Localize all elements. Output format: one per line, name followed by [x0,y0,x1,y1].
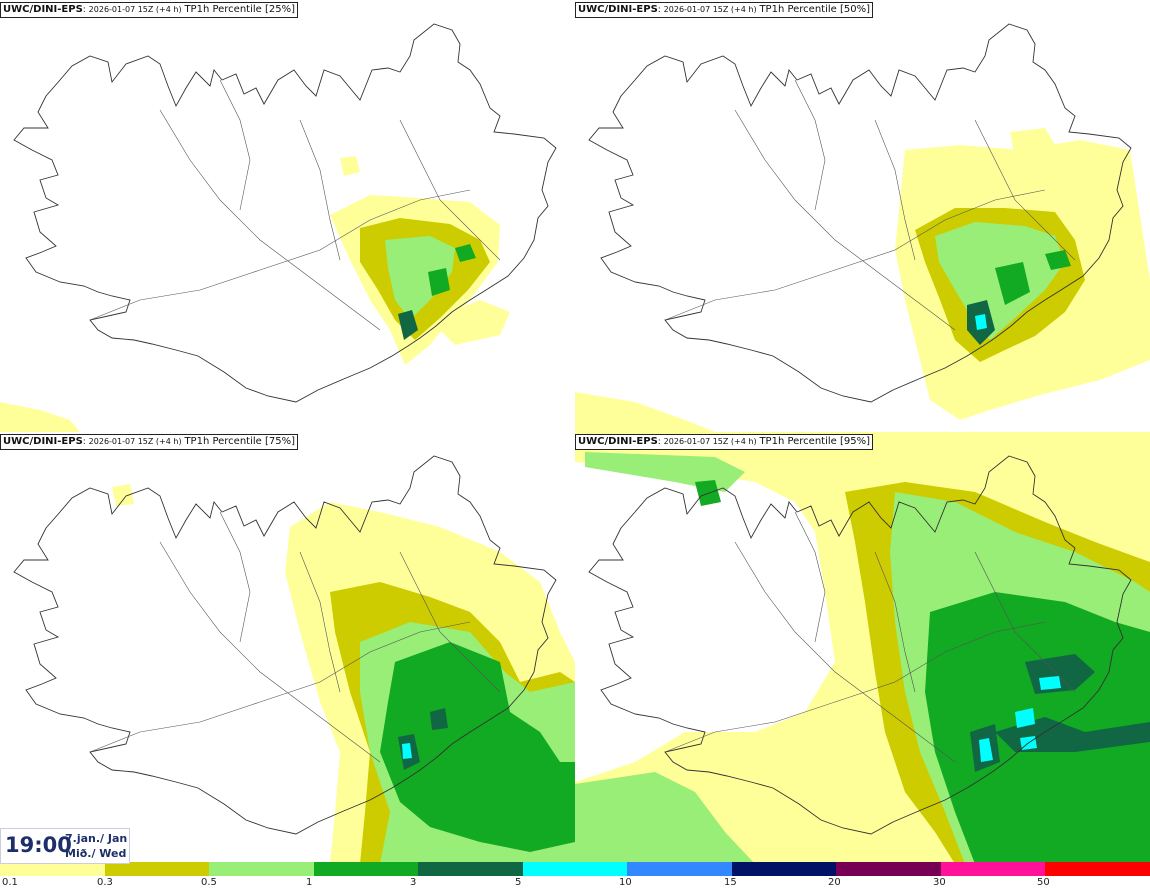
river [874,551,916,693]
river [399,551,501,693]
colorbar-label: 3 [410,877,417,888]
river [974,551,1076,693]
valid-time-box: 19:00 7.jan./ Jan Mið./ Wed [0,828,130,864]
precip-area [1039,676,1061,690]
road [734,541,956,763]
road [219,79,251,211]
colorbar-label: 0.3 [97,877,113,888]
colorbar-segment [418,862,523,876]
river [299,119,341,261]
coastline [13,455,557,835]
river [874,119,916,261]
coastline [588,23,1132,403]
precip-area [380,642,575,852]
road [89,189,471,321]
precip-area [975,314,987,330]
precip-area [0,402,80,432]
precip-area [430,708,448,730]
colorbar-segment [313,862,419,876]
colorbar-segment [940,862,1046,876]
panel-title: UWC/DINI-EPS: 2026-01-07 15Z (+4 h) TP1h… [0,434,298,450]
precip-area [1045,250,1071,270]
colorbar-segment [627,862,732,876]
precip-area [995,262,1030,305]
precip-area [1015,708,1035,728]
precip-area [1010,128,1059,166]
road [664,189,1046,321]
colorbar-labels: 0.1 0.3 0.5 1 3 5 10 15 20 30 50 [0,876,1150,891]
precip-area [112,484,134,506]
colorbar-segment [836,862,941,876]
road [734,109,956,331]
colorbar-segment [522,862,628,876]
precipitation-map [13,455,575,864]
colorbar-label: 10 [619,877,632,888]
precipitation-colorbar [0,862,1150,876]
river [974,119,1076,261]
colorbar-label: 20 [828,877,841,888]
panel-title: UWC/DINI-EPS: 2026-01-07 15Z (+4 h) TP1h… [575,434,873,450]
map-panel-p25: UWC/DINI-EPS: 2026-01-07 15Z (+4 h) TP1h… [0,0,575,432]
colorbar-segment [0,862,105,876]
colorbar-label: 5 [515,877,522,888]
coastline [13,23,557,403]
river [399,119,501,261]
road [794,79,826,211]
precipitation-map [575,23,1150,432]
colorbar-label: 30 [933,877,946,888]
colorbar-label: 50 [1037,877,1050,888]
valid-weekday: Mið./ Wed [65,847,127,860]
precip-area [428,268,450,296]
precipitation-map [575,432,1150,864]
river [299,551,341,693]
colorbar-label: 1 [306,877,313,888]
precipitation-map [0,23,557,432]
precip-area [402,743,412,759]
map-panel-p75: UWC/DINI-EPS: 2026-01-07 15Z (+4 h) TP1h… [0,432,575,864]
colorbar-segment [209,862,314,876]
panel-title: UWC/DINI-EPS: 2026-01-07 15Z (+4 h) TP1h… [575,2,873,18]
precip-area [385,236,455,320]
valid-date: 7.jan./ Jan [65,832,128,845]
map-panel-p95: UWC/DINI-EPS: 2026-01-07 15Z (+4 h) TP1h… [575,432,1150,864]
precip-area [430,300,510,345]
map-panel-p50: UWC/DINI-EPS: 2026-01-07 15Z (+4 h) TP1h… [575,0,1150,432]
colorbar-segment [731,862,837,876]
colorbar-label: 0.5 [201,877,217,888]
road [794,511,826,643]
precip-area [455,244,476,262]
road [159,541,381,763]
colorbar-label: 0.1 [2,877,18,888]
road [89,621,471,753]
valid-time: 19:00 [5,833,72,857]
precip-area [340,156,360,176]
precip-area [979,738,993,762]
road [664,621,1046,753]
colorbar-segment [1045,862,1150,876]
coastline [588,455,1132,835]
precip-area [398,310,418,340]
precip-area [575,772,755,864]
colorbar-segment [104,862,210,876]
colorbar-label: 15 [724,877,737,888]
precip-area [575,392,715,432]
road [219,511,251,643]
panel-title: UWC/DINI-EPS: 2026-01-07 15Z (+4 h) TP1h… [0,2,298,18]
road [159,109,381,331]
